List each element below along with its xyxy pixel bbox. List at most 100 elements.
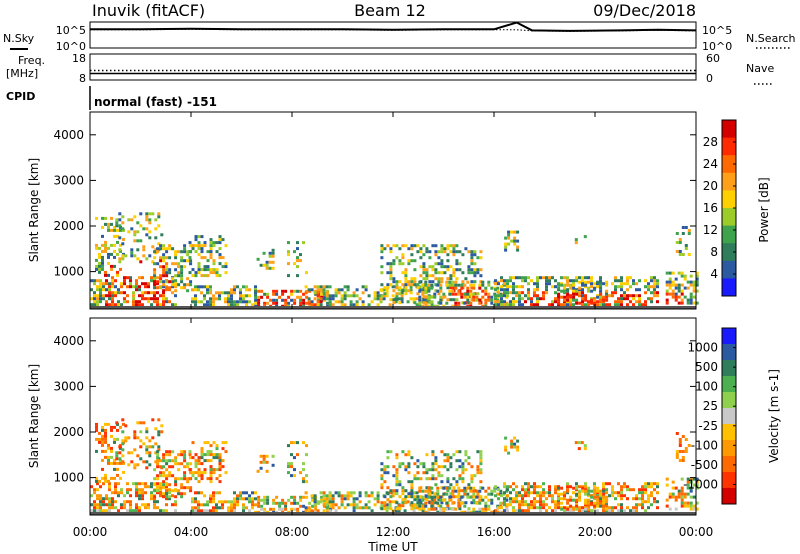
echo-cell [516, 230, 520, 234]
echo-cell [142, 421, 146, 425]
echo-cell [138, 482, 141, 486]
echo-cell [458, 262, 462, 266]
echo-cell [533, 503, 536, 507]
echo-cell [340, 503, 344, 507]
colorbar-tick-label: 12 [703, 223, 718, 237]
echo-cell [180, 250, 184, 254]
echo-cell [551, 497, 554, 501]
echo-cell [180, 286, 184, 290]
echo-cell [656, 500, 659, 504]
echo-cell [206, 268, 210, 272]
echo-cell [687, 253, 691, 256]
echo-cell [551, 276, 554, 280]
echo-cell [539, 297, 542, 301]
echo-cell [352, 503, 356, 507]
echo-cell [114, 506, 117, 510]
echo-cell [470, 259, 474, 263]
echo-cell [554, 300, 557, 304]
echo-cell [692, 507, 696, 511]
echo-cell [373, 497, 377, 501]
echo-cell [401, 501, 405, 505]
echo-cell [194, 285, 197, 289]
echo-cell [263, 292, 267, 296]
echo-cell [209, 444, 213, 448]
echo-cell [578, 509, 581, 513]
echo-cell [455, 244, 459, 248]
echo-cell [680, 477, 684, 481]
echo-cell [695, 289, 699, 293]
echo-cell [605, 488, 608, 492]
echo-cell [410, 483, 414, 487]
echo-cell [104, 422, 107, 426]
echo-cell [132, 291, 135, 295]
echo-cell [584, 283, 588, 287]
echo-cell [206, 259, 210, 263]
echo-cell [469, 301, 473, 305]
echo-cell [512, 282, 515, 286]
echo-cell [500, 297, 503, 301]
echo-cell [401, 256, 405, 260]
echo-cell [215, 456, 219, 460]
echo-cell [413, 280, 417, 284]
echo-cell [275, 495, 279, 499]
echo-cell [656, 491, 659, 495]
echo-cell [148, 212, 152, 216]
echo-cell [629, 300, 632, 304]
echo-cell [157, 430, 161, 434]
echo-cell [111, 276, 114, 280]
echo-cell [265, 460, 269, 464]
echo-cell [506, 303, 509, 307]
echo-cell [415, 297, 419, 301]
echo-cell [434, 250, 438, 254]
echo-cell [271, 266, 275, 270]
echo-cell [389, 495, 393, 499]
echo-cell [407, 453, 411, 457]
echo-cell [153, 468, 157, 472]
echo-cell [692, 477, 696, 481]
echo-cell [638, 503, 641, 507]
echo-cell [135, 503, 138, 507]
echo-cell [108, 506, 111, 510]
echo-cell [686, 298, 690, 302]
echo-cell [346, 288, 350, 292]
echo-cell [449, 250, 453, 254]
echo-cell [509, 276, 512, 280]
echo-cell [340, 288, 344, 292]
echo-cell [440, 280, 444, 284]
echo-cell [162, 244, 166, 248]
echo-cell [437, 277, 441, 281]
echo-cell [383, 501, 387, 505]
echo-cell [209, 297, 212, 301]
echo-cell [110, 243, 113, 247]
echo-cell [287, 253, 290, 257]
echo-cell [439, 301, 443, 305]
station-title: Inuvik (fitACF) [92, 1, 205, 20]
echo-cell [599, 280, 603, 284]
echo-cell [242, 509, 245, 513]
echo-cell [212, 268, 216, 272]
echo-cell [119, 243, 122, 247]
nave-tick-top: 60 [706, 52, 720, 65]
echo-cell [583, 447, 587, 451]
echo-cell [587, 303, 590, 307]
colorbar-tick-label: 25 [703, 399, 718, 413]
echo-cell [632, 497, 635, 501]
echo-cell [599, 289, 603, 293]
echo-cell [584, 485, 587, 489]
echo-cell [200, 491, 203, 495]
echo-cell [602, 509, 605, 513]
echo-cell [245, 497, 248, 501]
echo-cell [111, 503, 114, 507]
echo-cell [451, 492, 455, 496]
echo-cell [200, 453, 204, 457]
echo-cell [257, 289, 261, 293]
echo-cell [209, 303, 212, 307]
echo-cell [593, 501, 597, 505]
echo-cell [254, 289, 258, 293]
echo-cell [119, 458, 122, 462]
echo-cell [383, 247, 387, 251]
echo-cell [194, 500, 197, 504]
echo-cell [119, 446, 122, 450]
echo-cell [510, 239, 514, 243]
echo-cell [389, 298, 393, 302]
